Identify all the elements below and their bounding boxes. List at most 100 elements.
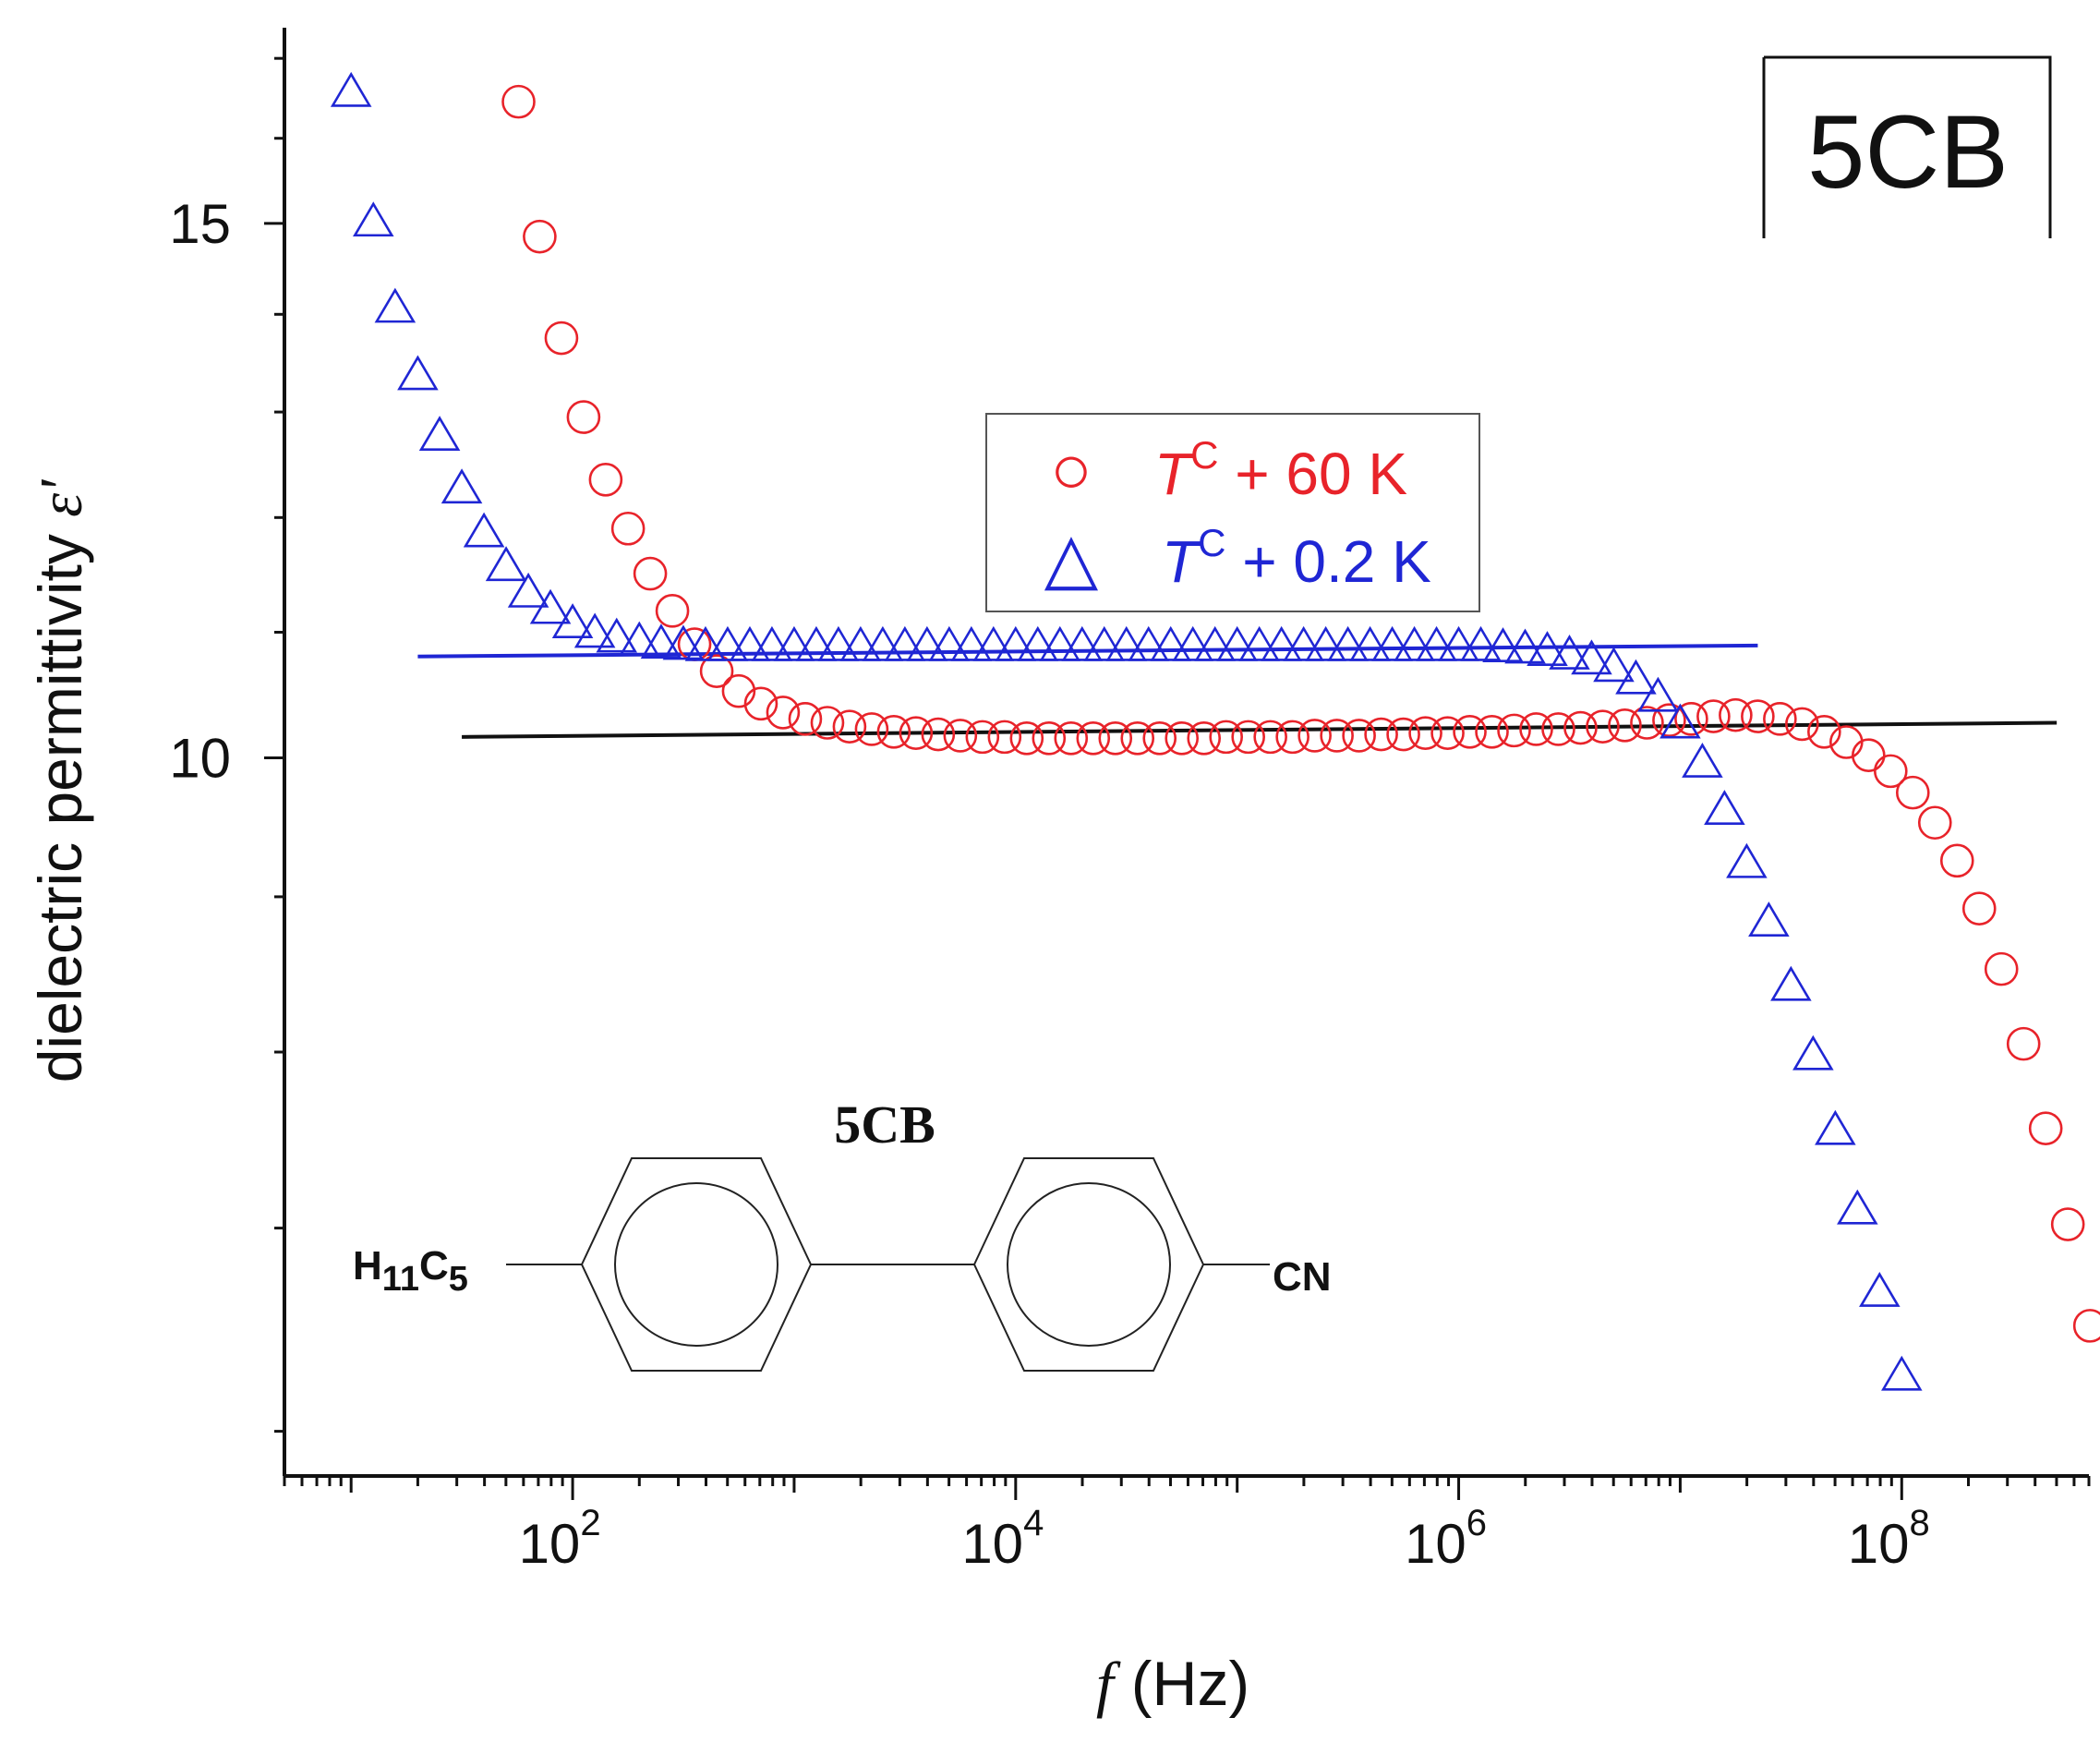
data-point-triangle	[1504, 628, 1546, 664]
data-point-circle	[1852, 738, 1886, 772]
data-point-circle	[1187, 720, 1222, 756]
legend-red-rest: + 60 K	[1218, 441, 1407, 507]
data-point-circle	[876, 714, 911, 749]
data-point-circle	[1917, 805, 1952, 841]
data-point-circle	[1253, 720, 1287, 755]
right-substituent-label: CN	[1273, 1254, 1332, 1300]
data-point-triangle	[706, 625, 749, 661]
data-point-circle	[1165, 720, 1200, 756]
data-point-triangle	[1859, 1272, 1901, 1307]
data-point-triangle	[995, 625, 1037, 661]
data-point-triangle	[1128, 625, 1170, 661]
aromatic-circle-right	[1007, 1182, 1171, 1347]
y-axis-label: dielectric permittivity ε'	[26, 478, 95, 1083]
data-point-triangle	[1327, 625, 1369, 661]
data-point-circle	[610, 511, 646, 546]
data-point-circle	[788, 702, 823, 736]
data-point-circle	[1009, 720, 1044, 756]
data-point-triangle	[795, 625, 838, 661]
data-point-circle	[2006, 1026, 2041, 1061]
data-point-circle	[854, 712, 889, 746]
left-substituent-label: H11C5	[353, 1243, 468, 1299]
data-point-triangle	[1105, 625, 1148, 661]
data-point-triangle	[330, 71, 372, 107]
series-triangle	[330, 71, 1923, 1391]
data-point-circle	[1386, 717, 1420, 752]
data-point-circle	[1719, 697, 1753, 732]
data-point-triangle	[1083, 625, 1126, 661]
data-point-triangle	[1438, 625, 1479, 661]
series-circle	[501, 84, 2100, 1343]
data-point-triangle	[1305, 625, 1346, 661]
data-point-circle	[1519, 712, 1553, 746]
data-point-triangle	[1704, 790, 1745, 826]
data-point-circle	[1475, 714, 1509, 749]
legend-blue-italic: T	[1162, 528, 1201, 595]
data-point-circle	[1608, 708, 1642, 743]
data-point-triangle	[1061, 625, 1104, 661]
data-point-triangle	[1615, 659, 1657, 695]
x-axis-label: f (Hz)	[1096, 1649, 1249, 1719]
data-point-triangle	[1238, 625, 1280, 661]
data-point-triangle	[950, 625, 993, 661]
data-point-triangle	[485, 546, 527, 582]
legend-blue-sup: C	[1198, 521, 1225, 564]
data-point-circle	[899, 716, 934, 750]
data-point-circle	[1142, 720, 1177, 756]
data-point-circle	[566, 400, 601, 434]
benzene-ring-right	[972, 1157, 1205, 1372]
chart-title: 5CB	[1807, 94, 2009, 210]
data-point-triangle	[573, 612, 616, 648]
x-axis-ticks: 102 104 106 108	[283, 1476, 2091, 1575]
data-point-triangle	[1416, 625, 1457, 661]
x-tick-label: 106	[1405, 1503, 1487, 1575]
data-point-circle	[810, 706, 845, 740]
data-point-triangle	[1482, 627, 1524, 663]
data-point-circle	[1275, 720, 1309, 755]
data-point-circle	[1939, 843, 1974, 878]
legend: ○ TC + 60 K △ TC + 0.2 K	[985, 413, 1480, 612]
data-point-triangle	[1261, 625, 1302, 661]
data-point-triangle	[1460, 625, 1502, 661]
data-point-triangle	[1150, 625, 1191, 661]
legend-marker-blue: △	[1044, 519, 1099, 598]
data-point-triangle	[1039, 625, 1081, 661]
data-point-circle	[1630, 706, 1664, 740]
data-point-circle	[2028, 1111, 2063, 1145]
data-point-circle	[965, 720, 1000, 755]
legend-red-sup: C	[1190, 433, 1218, 477]
data-point-circle	[1961, 891, 1997, 925]
legend-red-italic: T	[1154, 441, 1194, 507]
y-tick-label: 15	[169, 193, 231, 255]
data-point-circle	[1873, 754, 1908, 789]
data-point-triangle	[353, 201, 394, 237]
data-point-triangle	[441, 468, 483, 504]
data-point-circle	[1563, 710, 1598, 745]
data-point-circle	[1342, 719, 1376, 753]
data-point-triangle	[551, 603, 594, 638]
data-point-triangle	[662, 624, 705, 660]
data-point-triangle	[1283, 625, 1324, 661]
data-point-circle	[766, 696, 801, 730]
data-point-circle	[544, 321, 579, 356]
data-point-circle	[1430, 716, 1465, 750]
data-point-triangle	[884, 625, 926, 661]
data-point-triangle	[1017, 625, 1059, 661]
data-point-triangle	[397, 355, 439, 391]
data-point-triangle	[1172, 625, 1213, 661]
data-point-triangle	[1837, 1189, 1878, 1225]
data-point-circle	[1297, 719, 1332, 753]
data-point-triangle	[906, 625, 948, 661]
data-point-triangle	[1748, 901, 1790, 937]
y-tick-label: 10	[169, 728, 231, 790]
data-point-circle	[1497, 713, 1531, 748]
x-tick-label: 104	[961, 1503, 1044, 1575]
molecule-structure: 5CB H11C5 CN	[353, 1095, 1332, 1372]
data-point-triangle	[729, 625, 771, 661]
data-point-circle	[743, 686, 778, 721]
left-group-h: H	[353, 1243, 382, 1288]
aromatic-circle-left	[614, 1182, 778, 1347]
data-point-circle	[1209, 720, 1243, 755]
data-point-triangle	[1659, 703, 1701, 739]
data-point-circle	[1231, 720, 1265, 755]
